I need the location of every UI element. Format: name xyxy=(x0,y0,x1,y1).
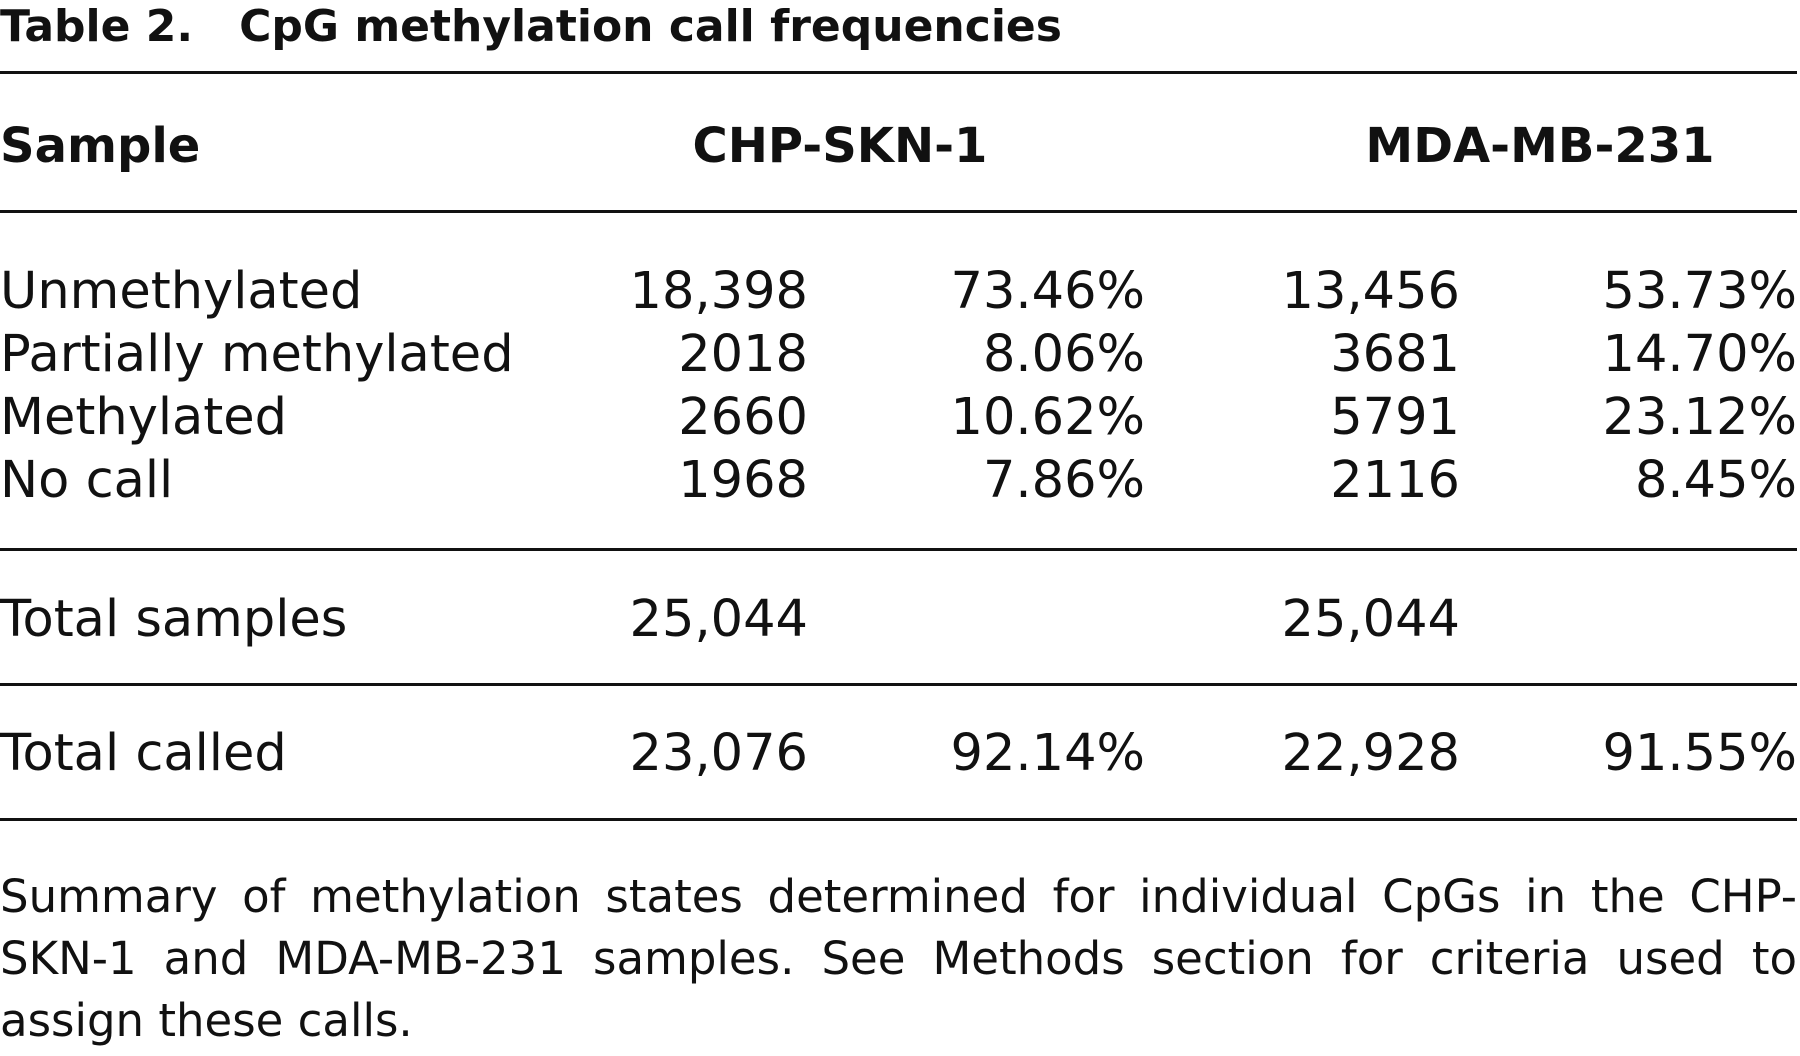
table-caption: CpG methylation call frequencies xyxy=(239,1,1062,52)
chp-count: 23,076 xyxy=(629,724,808,783)
mda-percent: 14.70% xyxy=(1602,325,1797,384)
chp-count: 2660 xyxy=(678,388,808,447)
chp-percent: 10.62% xyxy=(950,388,1145,447)
mda-percent: 23.12% xyxy=(1602,388,1797,447)
top-rule xyxy=(0,71,1797,74)
mda-count: 22,928 xyxy=(1281,724,1460,783)
chp-percent: 7.86% xyxy=(982,451,1145,510)
row-label: Methylated xyxy=(0,388,288,447)
chp-count: 1968 xyxy=(678,451,808,510)
mda-percent: 91.55% xyxy=(1602,724,1797,783)
mda-count: 5791 xyxy=(1330,388,1460,447)
header-mda-mb-231: MDA-MB-231 xyxy=(1365,118,1715,174)
mda-count: 13,456 xyxy=(1281,262,1460,321)
mda-count: 3681 xyxy=(1330,325,1460,384)
mda-percent: 8.45% xyxy=(1634,451,1797,510)
row-label: Total samples xyxy=(0,590,348,649)
mda-percent: 53.73% xyxy=(1602,262,1797,321)
mda-count: 2116 xyxy=(1330,451,1460,510)
totals-rule xyxy=(0,683,1797,686)
header-chp-skn-1: CHP-SKN-1 xyxy=(692,118,988,174)
chp-count: 25,044 xyxy=(629,590,808,649)
header-rule xyxy=(0,210,1797,213)
chp-percent: 73.46% xyxy=(950,262,1145,321)
chp-count: 2018 xyxy=(678,325,808,384)
chp-percent: 92.14% xyxy=(950,724,1145,783)
row-label: Unmethylated xyxy=(0,262,363,321)
table-label: Table 2. xyxy=(0,1,194,52)
table-title: Table 2. CpG methylation call frequencies xyxy=(0,2,1062,52)
row-label: Partially methylated xyxy=(0,325,514,384)
mda-count: 25,044 xyxy=(1281,590,1460,649)
row-label: No call xyxy=(0,451,174,510)
bottom-rule xyxy=(0,818,1797,821)
body-rule xyxy=(0,548,1797,551)
chp-count: 18,398 xyxy=(629,262,808,321)
table-footnote: Summary of methylation states determined… xyxy=(0,870,1797,1047)
chp-percent: 8.06% xyxy=(982,325,1145,384)
header-sample: Sample xyxy=(0,118,201,174)
row-label: Total called xyxy=(0,724,287,783)
